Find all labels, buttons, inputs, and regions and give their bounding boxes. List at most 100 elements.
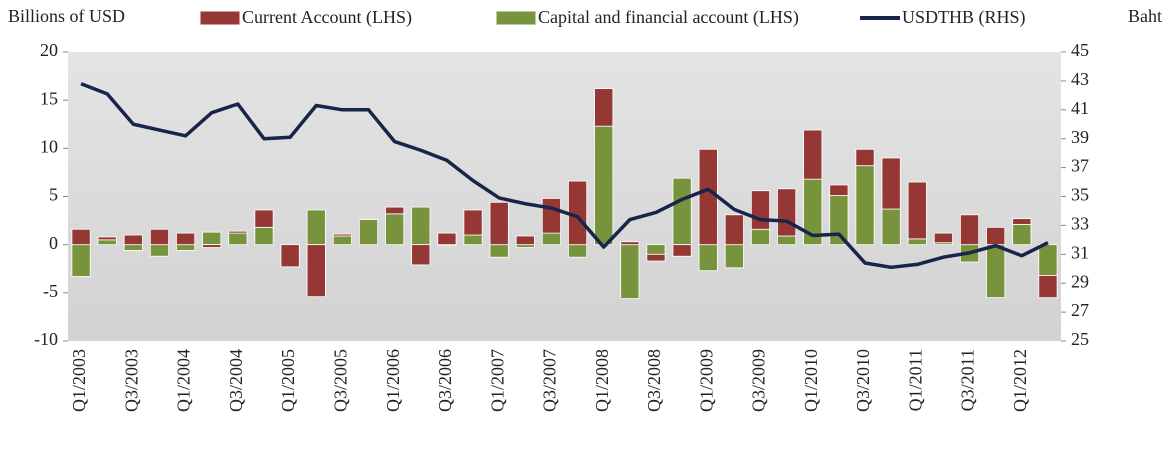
bar [411,206,431,246]
x-tick-label: Q1/2010 [801,349,821,412]
bar [541,232,561,246]
y-tick-label: 0 [49,233,58,253]
bar [228,230,248,234]
bar [463,234,483,246]
bar [959,214,980,246]
y-axis-title: Billions of USD [8,6,125,26]
x-tick-label: Q3/2007 [540,349,560,412]
y2-tick-label: 29 [1071,271,1089,291]
x-tick-label: Q3/2009 [749,349,769,412]
legend: Current Account (LHS) Capital and financ… [199,7,1026,28]
x-tick-label: Q1/2011 [905,349,925,411]
y2-tick-label: 37 [1071,156,1089,176]
bar [620,244,640,300]
legend-label: Capital and financial account (LHS) [538,7,799,28]
bar [358,219,379,246]
line [80,82,1049,270]
bar [463,209,483,236]
bar [829,195,849,246]
y-tick-label: 15 [40,88,58,108]
y2-tick-label: 25 [1071,329,1089,349]
bar [254,209,274,228]
y-tick-label: 10 [40,136,58,156]
bar [515,244,535,248]
bar [646,244,666,255]
bar [149,244,170,257]
bar [123,244,143,251]
bar [907,238,927,246]
bar [541,198,561,234]
bar [254,226,274,246]
x-tick-label: Q3/2011 [958,349,978,411]
y2-tick-label: 41 [1071,98,1089,118]
bar [202,244,222,248]
bar [515,235,535,246]
x-tick-label: Q1/2006 [383,349,403,412]
y-tick-label: 20 [40,40,58,60]
x-tick-label: Q1/2004 [174,349,194,412]
legend-swatch [495,10,537,26]
bar [986,226,1006,246]
bar [176,244,196,251]
x-tick-label: Q1/2012 [1010,349,1030,412]
bar [803,129,823,180]
bar [750,228,771,246]
bar [881,208,901,246]
bar [881,157,901,210]
x-tick-label: Q1/2005 [278,349,298,412]
bar [594,125,614,246]
bar [594,88,614,127]
bar [1012,224,1032,246]
y-tick-label: -5 [43,281,58,301]
bar [777,235,797,246]
bar [986,244,1006,299]
bar [750,190,771,230]
bar [202,231,222,246]
bar [280,244,300,268]
bar [568,244,588,258]
bar [176,232,196,246]
bar [489,244,509,258]
legend-swatch [199,10,241,26]
bar [1038,244,1058,276]
y-tick-label: 5 [49,185,58,205]
x-tick-label: Q3/2005 [331,349,351,412]
bar [777,188,797,237]
bar [933,232,953,244]
bar [698,244,718,272]
x-tick-label: Q3/2004 [226,349,246,412]
bar [646,253,666,262]
y-tick-label: -10 [34,329,58,349]
bar [332,233,352,237]
bar [620,241,640,246]
legend-label: USDTHB (RHS) [902,7,1026,28]
bar [306,209,326,246]
bar [71,228,91,246]
bar [855,165,875,246]
y2-tick-label: 39 [1071,127,1089,147]
x-tick-label: Q1/2008 [592,349,612,412]
x-tick-label: Q1/2007 [487,349,507,412]
bar [306,244,326,298]
y2-tick-label: 43 [1071,69,1089,89]
legend-label: Current Account (LHS) [242,7,412,28]
bar [332,235,352,246]
bar [71,244,91,277]
bar [489,201,509,246]
y2-tick-label: 31 [1071,242,1089,262]
x-tick-label: Q3/2003 [121,349,141,412]
bar [385,213,405,246]
bar [829,184,849,196]
bar [123,234,143,246]
x-tick-label: Q3/2006 [435,349,455,412]
bar [1038,275,1058,299]
bar [698,148,718,246]
x-tick-label: Q1/2009 [696,349,716,412]
bar [672,244,692,257]
bar [907,181,927,240]
bar [228,232,248,246]
bar [724,214,744,246]
y2-axis-title: Baht [1128,6,1162,26]
bar [385,206,405,215]
